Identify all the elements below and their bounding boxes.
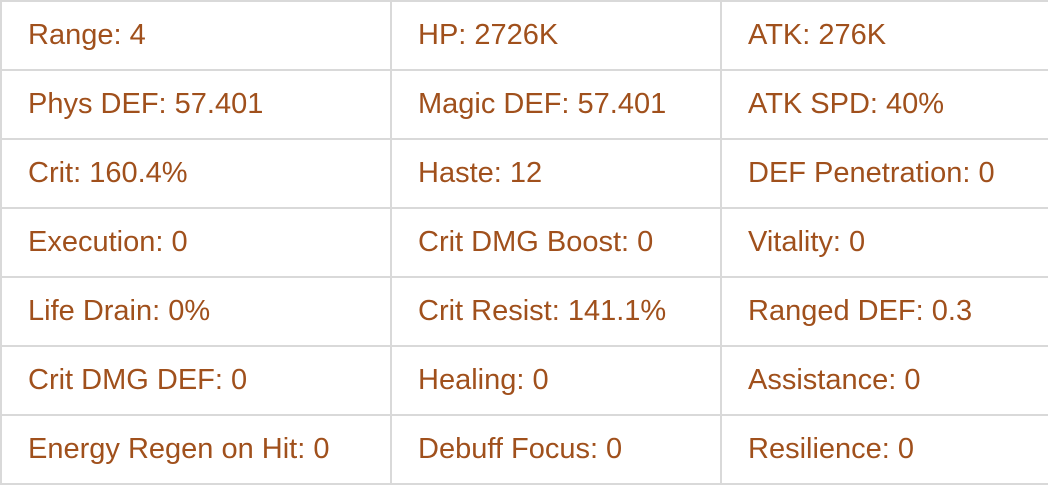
stat-cell: Range: 4 bbox=[0, 0, 392, 71]
stats-row: Phys DEF: 57.401 Magic DEF: 57.401 ATK SPD… bbox=[0, 69, 1048, 140]
stat-cell: Assistance: 0 bbox=[720, 345, 1048, 416]
stat-cell: Magic DEF: 57.401 bbox=[390, 69, 722, 140]
stat-cell: Energy Regen on Hit: 0 bbox=[0, 414, 392, 485]
stat-cell: Ranged DEF: 0.3 bbox=[720, 276, 1048, 347]
stat-cell: Crit Resist: 141.1% bbox=[390, 276, 722, 347]
stat-cell: ATK SPD: 40% bbox=[720, 69, 1048, 140]
stat-cell: Crit DMG DEF: 0 bbox=[0, 345, 392, 416]
stat-cell: Crit: 160.4% bbox=[0, 138, 392, 209]
stat-cell: Phys DEF: 57.401 bbox=[0, 69, 392, 140]
stat-cell: Crit DMG Boost: 0 bbox=[390, 207, 722, 278]
stats-row: Crit DMG DEF: 0 Healing: 0 Assistance: 0 bbox=[0, 345, 1048, 416]
stats-row: Energy Regen on Hit: 0 Debuff Focus: 0 Res… bbox=[0, 414, 1048, 485]
stats-row: Life Drain: 0% Crit Resist: 141.1% Ranged … bbox=[0, 276, 1048, 347]
stat-cell: Life Drain: 0% bbox=[0, 276, 392, 347]
stat-cell: Resilience: 0 bbox=[720, 414, 1048, 485]
stats-row: Crit: 160.4% Haste: 12 DEF Penetration: 0 bbox=[0, 138, 1048, 209]
stats-table: Range: 4 HP: 2726K ATK: 276K Phys DEF: 57.4… bbox=[0, 0, 1048, 485]
stats-row: Range: 4 HP: 2726K ATK: 276K bbox=[0, 0, 1048, 71]
stats-row: Execution: 0 Crit DMG Boost: 0 Vitality: 0 bbox=[0, 207, 1048, 278]
stat-cell: HP: 2726K bbox=[390, 0, 722, 71]
stat-cell: Haste: 12 bbox=[390, 138, 722, 209]
stat-cell: Debuff Focus: 0 bbox=[390, 414, 722, 485]
stat-cell: Vitality: 0 bbox=[720, 207, 1048, 278]
stat-cell: DEF Penetration: 0 bbox=[720, 138, 1048, 209]
stat-cell: Healing: 0 bbox=[390, 345, 722, 416]
stat-cell: ATK: 276K bbox=[720, 0, 1048, 71]
stat-cell: Execution: 0 bbox=[0, 207, 392, 278]
